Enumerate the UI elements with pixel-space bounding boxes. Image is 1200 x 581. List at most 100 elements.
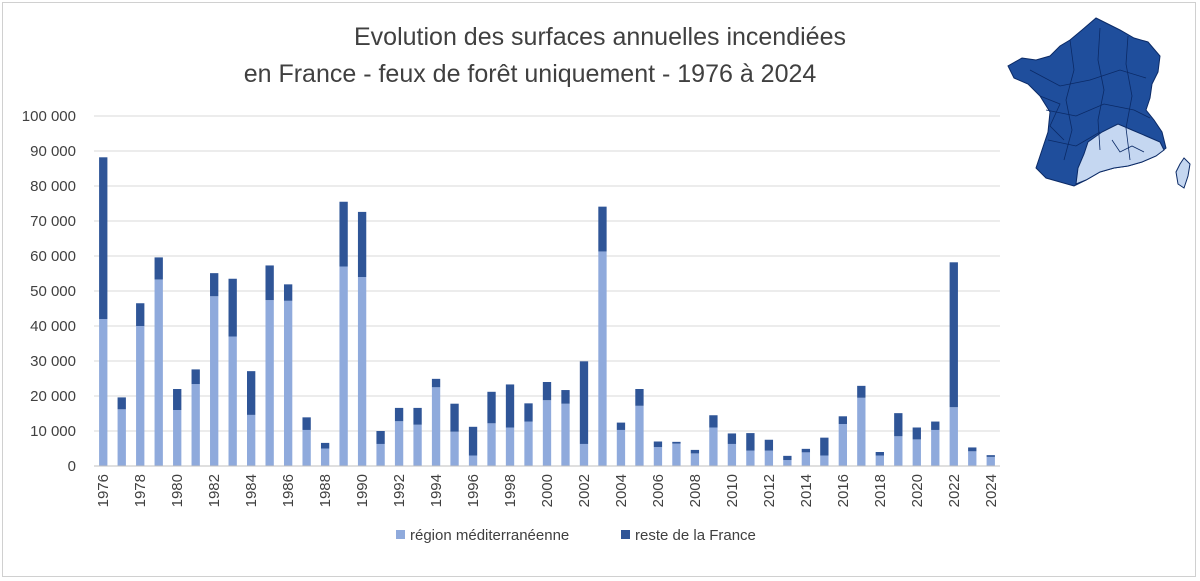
x-tick-label: 2024 (983, 474, 1000, 507)
bar-mediterranean-2000 (542, 400, 552, 466)
bar-mediterranean-2008 (690, 453, 700, 466)
bar-rest-of-france-1988 (320, 442, 330, 449)
bar-mediterranean-2017 (857, 397, 866, 466)
x-tick-label: 2006 (650, 474, 667, 507)
bars (99, 157, 995, 466)
x-tick-label: 1980 (169, 474, 186, 507)
bar-mediterranean-2014 (801, 452, 811, 466)
bar-rest-of-france-1987 (302, 417, 311, 430)
legend-swatch-mediterranean (396, 530, 405, 539)
bar-rest-of-france-1984 (247, 371, 256, 415)
bar-rest-of-france-1982 (210, 273, 219, 297)
y-tick-label: 70 000 (30, 213, 76, 230)
bar-mediterranean-2007 (672, 443, 681, 466)
bar-rest-of-france-2022 (949, 262, 958, 408)
bar-mediterranean-2004 (616, 429, 626, 466)
bar-rest-of-france-2000 (542, 382, 552, 401)
bar-mediterranean-2024 (986, 456, 995, 466)
bar-mediterranean-1995 (450, 431, 459, 466)
bar-mediterranean-1999 (524, 421, 533, 466)
bar-rest-of-france-2017 (857, 385, 866, 398)
bar-mediterranean-1980 (173, 410, 182, 466)
bar-rest-of-france-1998 (505, 384, 515, 428)
bar-rest-of-france-1977 (117, 397, 126, 410)
bar-rest-of-france-2020 (912, 427, 921, 440)
bar-mediterranean-1976 (99, 319, 108, 466)
bar-rest-of-france-1995 (450, 403, 459, 432)
france-map-icon (1007, 17, 1191, 189)
bar-rest-of-france-1996 (468, 426, 478, 456)
bar-rest-of-france-2012 (764, 439, 774, 451)
x-tick-label: 2018 (872, 474, 889, 507)
x-tick-label: 2020 (909, 474, 926, 507)
x-tick-label: 1988 (317, 474, 334, 507)
bar-mediterranean-1984 (247, 414, 256, 466)
bar-mediterranean-2003 (598, 251, 607, 466)
bar-mediterranean-2021 (931, 429, 940, 466)
bar-rest-of-france-2005 (635, 389, 644, 406)
bar-mediterranean-1982 (210, 296, 219, 466)
y-tick-label: 50 000 (30, 283, 76, 300)
bar-rest-of-france-2009 (709, 415, 718, 428)
chart-title-line1: Evolution des surfaces annuelles incendi… (354, 23, 846, 51)
bar-mediterranean-2010 (727, 443, 737, 466)
bar-rest-of-france-2004 (616, 422, 626, 430)
y-tick-label: 20 000 (30, 388, 76, 405)
y-tick-label: 10 000 (30, 423, 76, 440)
bar-rest-of-france-2019 (894, 413, 903, 437)
bar-rest-of-france-2014 (801, 448, 811, 453)
bar-rest-of-france-2002 (579, 361, 589, 444)
bar-mediterranean-1983 (228, 336, 237, 466)
bar-rest-of-france-1999 (524, 403, 533, 422)
bar-rest-of-france-2001 (561, 390, 570, 404)
x-tick-label: 1990 (354, 474, 371, 507)
y-tick-label: 40 000 (30, 318, 76, 335)
bar-rest-of-france-1981 (191, 369, 200, 385)
bar-rest-of-france-2023 (968, 447, 977, 452)
x-tick-label: 2008 (687, 474, 704, 507)
y-tick-label: 0 (68, 458, 76, 475)
bar-rest-of-france-2018 (875, 452, 884, 456)
bar-mediterranean-1994 (431, 387, 441, 466)
bar-mediterranean-2001 (561, 403, 570, 466)
bar-mediterranean-2022 (949, 407, 958, 466)
bar-mediterranean-2016 (838, 424, 847, 466)
x-tick-label: 1978 (132, 474, 149, 507)
bar-mediterranean-1979 (154, 279, 163, 466)
bar-mediterranean-1997 (487, 423, 496, 466)
x-tick-label: 2012 (761, 474, 778, 507)
x-tick-label: 2010 (724, 474, 741, 507)
y-tick-label: 100 000 (22, 108, 76, 125)
bar-mediterranean-1978 (136, 326, 145, 466)
bar-mediterranean-2019 (894, 436, 903, 466)
bar-mediterranean-2013 (783, 460, 792, 466)
x-tick-label: 2022 (946, 474, 963, 507)
bar-mediterranean-1990 (357, 277, 367, 466)
bar-rest-of-france-1986 (283, 284, 293, 301)
x-tick-label: 1986 (280, 474, 297, 507)
bar-rest-of-france-1990 (357, 211, 367, 277)
legend: région méditerranéenne reste de la Franc… (396, 527, 756, 544)
bar-rest-of-france-2015 (820, 437, 829, 456)
gridlines (94, 115, 1000, 467)
department-borders (1029, 27, 1151, 161)
bar-rest-of-france-1991 (376, 431, 385, 444)
bar-rest-of-france-1993 (413, 407, 422, 425)
bar-mediterranean-2002 (579, 443, 589, 466)
y-tick-label: 60 000 (30, 248, 76, 265)
bar-rest-of-france-2010 (727, 433, 737, 444)
bar-mediterranean-1989 (339, 266, 348, 466)
legend-label-mediterranean: région méditerranéenne (410, 527, 569, 544)
bar-mediterranean-1988 (320, 448, 330, 466)
bar-rest-of-france-2021 (931, 421, 940, 430)
bar-mediterranean-1991 (376, 443, 385, 466)
bar-mediterranean-2009 (709, 427, 718, 466)
bar-mediterranean-2020 (912, 439, 921, 466)
x-axis: 1976 1978 1980 1982 1984 1986 1988 1990 1992 1994… (94, 465, 1000, 507)
bar-rest-of-france-2013 (783, 455, 792, 461)
y-tick-label: 90 000 (30, 143, 76, 160)
bar-mediterranean-1993 (413, 424, 422, 466)
bar-mediterranean-1998 (505, 427, 515, 466)
bar-mediterranean-1977 (117, 409, 126, 466)
